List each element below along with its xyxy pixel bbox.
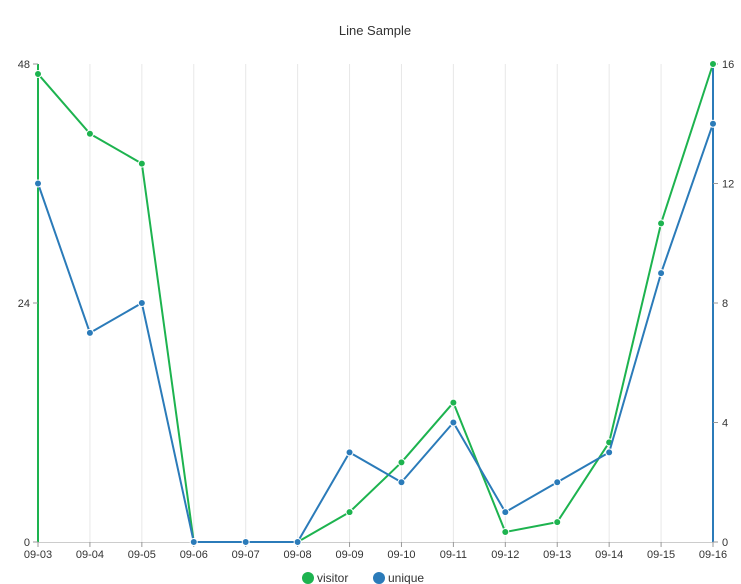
x-tick-label: 09-16: [699, 549, 727, 561]
unique-point: [85, 328, 94, 337]
right-y-tick-label: 0: [722, 537, 728, 549]
chart-title: Line Sample: [339, 23, 411, 38]
unique-point: [241, 538, 250, 546]
visitor-point: [501, 528, 510, 537]
left-y-tick-label: 24: [18, 298, 30, 310]
visitor-point: [34, 69, 42, 78]
unique-point: [34, 179, 42, 188]
visitor-point: [345, 508, 354, 517]
visitor-point: [657, 219, 666, 228]
right-y-tick-label: 8: [722, 298, 728, 310]
x-tick-label: 09-06: [180, 549, 208, 561]
x-tick-label: 09-08: [284, 549, 312, 561]
visitor-point: [397, 458, 406, 467]
x-tick-label: 09-11: [440, 549, 467, 561]
unique-point: [397, 478, 406, 487]
x-tick-label: 09-13: [543, 549, 571, 561]
axis-layer: 09-03 09-04 09-05 09-06 09-07 09-08 09-09 09-10…: [18, 59, 735, 561]
legend-marker-unique: [373, 572, 385, 584]
left-y-tick-label: 48: [18, 59, 30, 71]
x-tick-label: 09-12: [491, 549, 519, 561]
visitor-line: [37, 63, 714, 543]
right-y-tick-label: 12: [722, 179, 734, 191]
visitor-point: [553, 518, 562, 527]
visitor-point: [449, 398, 458, 407]
right-y-tick-label: 16: [722, 59, 734, 71]
unique-point: [345, 448, 354, 457]
series-layer: [34, 60, 717, 546]
legend-label-visitor: visitor: [317, 571, 348, 584]
unique-point: [189, 538, 198, 546]
unique-point: [137, 299, 146, 307]
x-tick-label: 09-10: [387, 549, 415, 561]
legend: visitor unique: [302, 571, 424, 584]
right-y-tick-label: 4: [722, 418, 728, 430]
unique-point: [709, 119, 717, 128]
unique-point: [501, 508, 510, 517]
visitor-point: [709, 60, 717, 68]
unique-point: [553, 478, 562, 487]
legend-marker-visitor: [302, 572, 314, 584]
unique-point: [657, 269, 666, 278]
unique-point: [605, 448, 614, 457]
grid-layer: [89, 64, 662, 542]
x-tick-label: 09-14: [595, 549, 623, 561]
visitor-point: [137, 159, 146, 168]
x-tick-label: 09-15: [647, 549, 675, 561]
x-tick-label: 09-09: [335, 549, 363, 561]
unique-point: [449, 418, 458, 427]
visitor-point: [85, 129, 94, 138]
unique-line: [37, 123, 714, 543]
legend-label-unique: unique: [388, 571, 424, 584]
unique-point: [293, 538, 302, 546]
x-tick-label: 09-07: [232, 549, 260, 561]
x-tick-label: 09-05: [128, 549, 156, 561]
left-y-tick-label: 0: [24, 537, 30, 549]
x-tick-label: 09-03: [24, 549, 52, 561]
x-tick-label: 09-04: [76, 549, 104, 561]
